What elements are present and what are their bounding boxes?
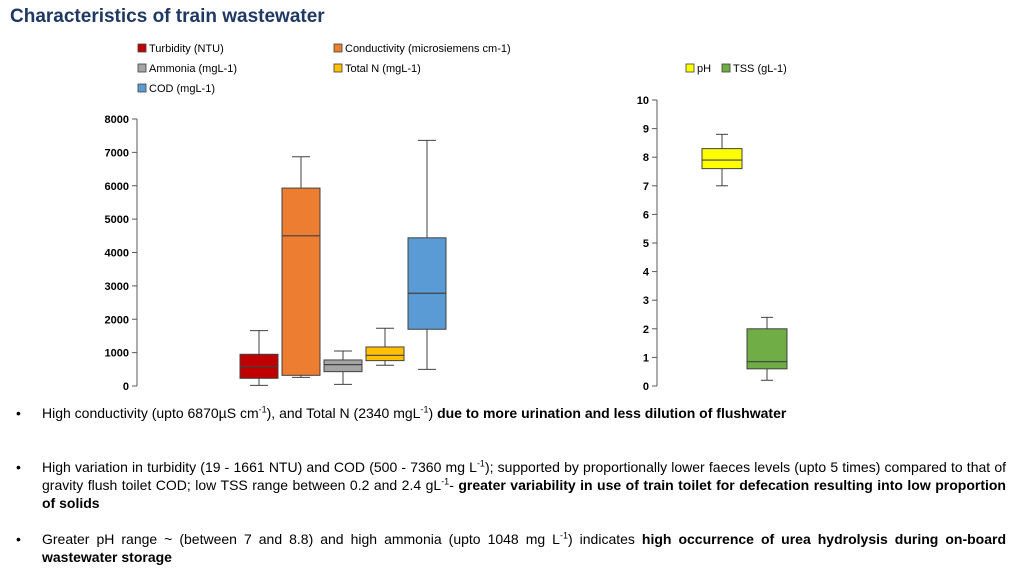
y-tick-label: 5 — [643, 238, 649, 250]
text-run: - — [449, 477, 459, 493]
y-tick-label: 4000 — [105, 248, 129, 260]
bullet-dot: • — [16, 405, 21, 421]
superscript: -1 — [441, 476, 450, 487]
y-tick-label: 3 — [643, 295, 649, 307]
page-title: Characteristics of train wastewater — [10, 6, 325, 27]
legend-label: Conductivity (microsiemens cm-1) — [345, 43, 511, 55]
box-iqr — [701, 148, 743, 170]
superscript: -1 — [476, 458, 485, 469]
box-iqr — [365, 346, 405, 362]
y-tick-label: 2 — [643, 324, 649, 336]
superscript: -1 — [258, 404, 267, 415]
bullet-dot: • — [16, 531, 21, 547]
box-iqr — [323, 359, 363, 373]
box-3 — [365, 327, 405, 366]
box-iqr — [281, 187, 321, 376]
y-tick-label: 5000 — [105, 214, 129, 226]
text-run: High variation in turbidity (19 - 1661 N… — [42, 459, 477, 475]
bullet-item: • High conductivity (upto 6870µS cm-1), … — [16, 404, 1006, 426]
text-run: ) — [428, 405, 438, 421]
y-tick-label: 1000 — [105, 348, 129, 360]
bullet-text: Greater pH range ~ (between 7 and 8.8) a… — [42, 530, 1006, 566]
text-run: ) indicates — [567, 531, 642, 547]
boxplot-1: 0 1000 2000 3000 4000 5000 6000 7000 8000 Turbidi… — [105, 43, 511, 393]
y-tick-label: 7000 — [105, 147, 129, 159]
y-tick-label: 4 — [643, 267, 650, 279]
y-tick-label: 2000 — [105, 314, 129, 326]
box-1 — [746, 316, 788, 381]
boxplot-2: 0 1 2 3 4 5 6 7 8 9 10 pH TSS (gL-1) — [637, 63, 788, 393]
text-run: Greater pH range ~ (between 7 and 8.8) a… — [42, 531, 560, 547]
text-run: ); supported by proportionally lower fae… — [42, 459, 1006, 493]
y-tick-label: 7 — [643, 181, 649, 193]
legend-label: COD (mgL-1) — [149, 83, 215, 95]
bold-text: due to more urination and less dilution … — [437, 405, 787, 421]
bold-text: high occurrence of urea hydrolysis durin… — [42, 531, 1006, 565]
legend-swatch — [333, 43, 343, 53]
superscript: -1 — [420, 404, 429, 415]
charts-area: 0 1000 2000 3000 4000 5000 6000 7000 8000 Turbidi… — [105, 43, 788, 393]
legend-swatch — [685, 63, 695, 73]
y-tick-label: 0 — [123, 381, 129, 393]
box-2 — [323, 350, 363, 385]
legend-label: pH — [697, 63, 711, 75]
superscript: -1 — [559, 530, 568, 541]
y-tick-label: 9 — [643, 124, 649, 136]
y-tick-label: 3000 — [105, 281, 129, 293]
legend-label: Turbidity (NTU) — [149, 43, 224, 55]
text-run: High conductivity (upto 6870µS cm — [42, 405, 259, 421]
bullet-text: High variation in turbidity (19 - 1661 N… — [42, 458, 1006, 512]
y-tick-label: 1 — [643, 352, 649, 364]
y-tick-label: 8000 — [105, 114, 129, 126]
box-iqr — [746, 328, 788, 370]
legend-label: TSS (gL-1) — [733, 63, 787, 75]
y-tick-label: 8 — [643, 152, 649, 164]
legend-swatch — [137, 83, 147, 93]
bullet-dot: • — [16, 459, 21, 475]
legend-swatch — [137, 63, 147, 73]
legend-swatch — [333, 63, 343, 73]
box-iqr — [407, 237, 447, 330]
text-run: ), and Total N (2340 mgL — [266, 405, 421, 421]
y-tick-label: 6000 — [105, 181, 129, 193]
y-tick-label: 0 — [643, 381, 649, 393]
box-4 — [407, 139, 447, 370]
bold-text: greater variability in use of train toil… — [42, 477, 1006, 511]
legend-swatch — [721, 63, 731, 73]
bullet-text: High conductivity (upto 6870µS cm-1), an… — [42, 404, 1006, 422]
box-1 — [281, 156, 321, 378]
legend-label: Ammonia (mgL-1) — [149, 63, 237, 75]
bullet-item: • High variation in turbidity (19 - 1661… — [16, 458, 1006, 518]
legend-swatch — [137, 43, 147, 53]
box-0 — [239, 330, 279, 386]
box-0 — [701, 133, 743, 187]
y-tick-label: 10 — [637, 95, 649, 107]
legend-label: Total N (mgL-1) — [345, 63, 421, 75]
bullet-item: • Greater pH range ~ (between 7 and 8.8)… — [16, 530, 1006, 570]
y-tick-label: 6 — [643, 209, 649, 221]
